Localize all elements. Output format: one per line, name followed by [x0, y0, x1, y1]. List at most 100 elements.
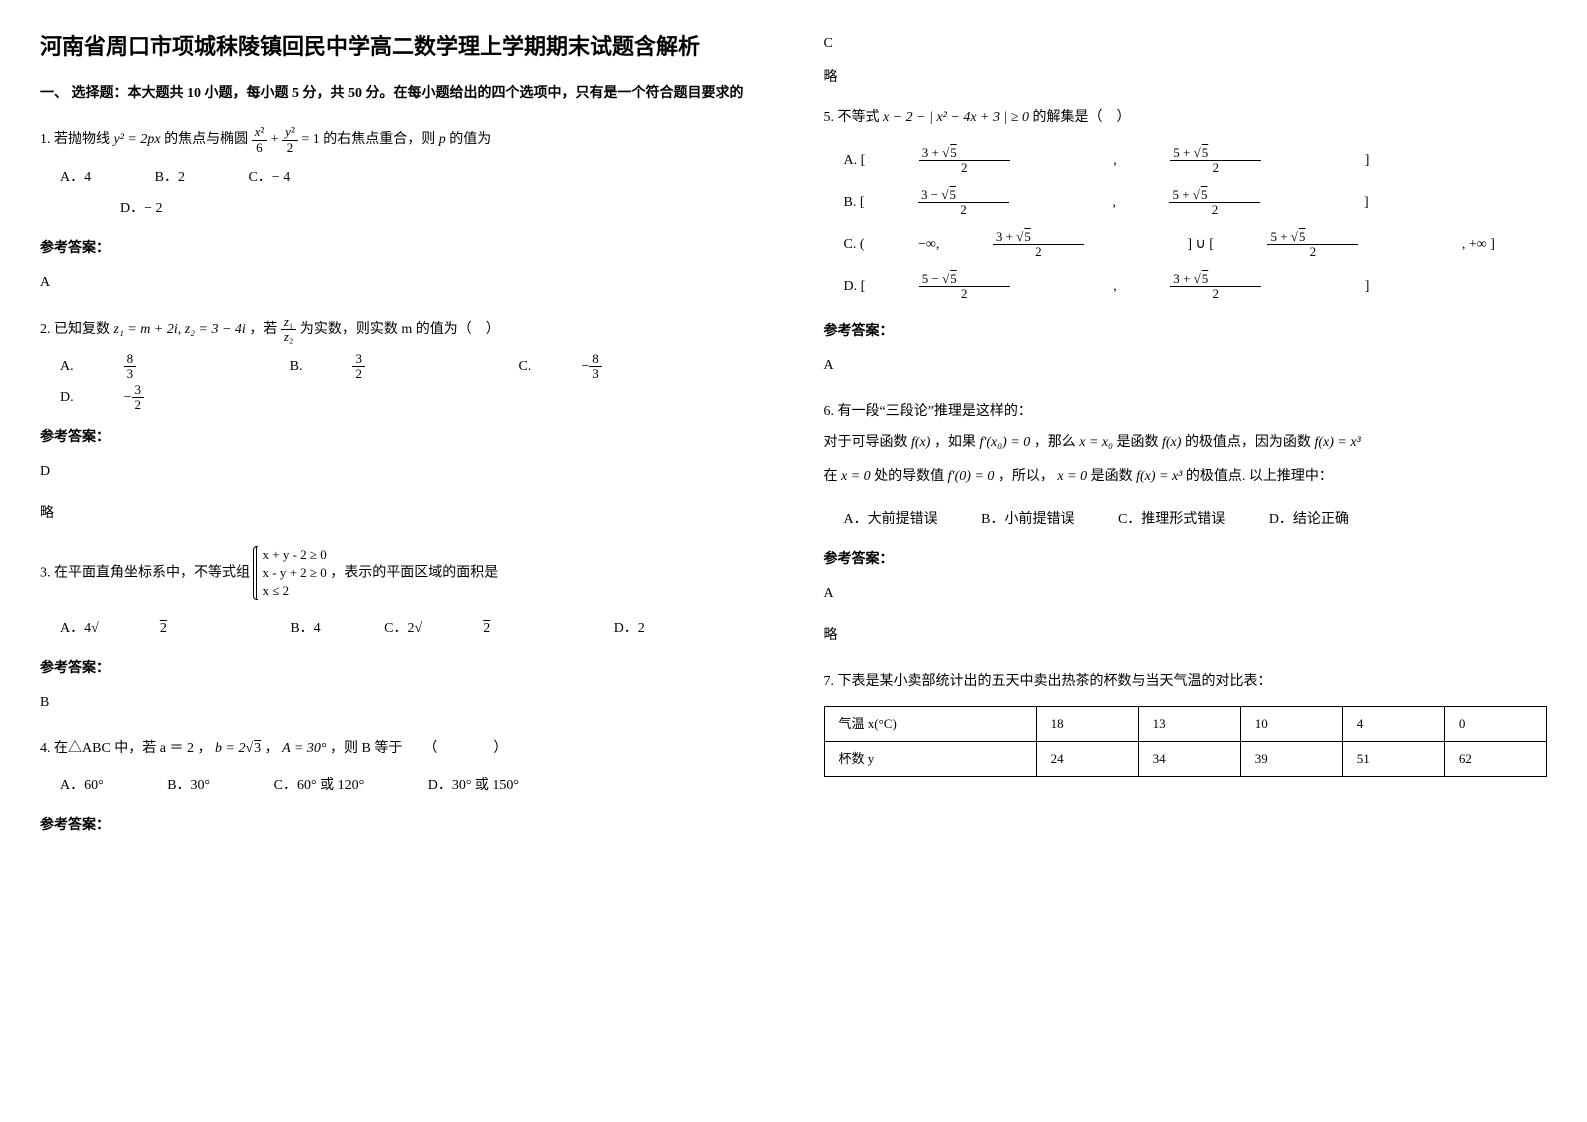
- q6-ans: A: [824, 580, 1548, 608]
- q1-frac2: y²2: [282, 125, 298, 155]
- question-3: 3. 在平面直角坐标系中，不等式组 x + y - 2 ≥ 0 x - y + …: [40, 546, 764, 717]
- q6-stem1: 6. 有一段“三段论”推理是这样的：: [824, 398, 1548, 426]
- question-2: 2. 已知复数 z₁ = m + 2i, z₂ = 3 − 4i ，若 z₁z₂…: [40, 315, 764, 528]
- q7-r2h: 杯数 y: [824, 741, 1036, 776]
- q3-l2: x - y + 2 ≥ 0: [263, 565, 327, 580]
- table-row: 气温 x(°C) 18 13 10 4 0: [824, 706, 1547, 741]
- q7-r1-4: 0: [1444, 706, 1546, 741]
- q5-stem-b: 的解集是（ ）: [1033, 110, 1131, 125]
- page-title: 河南省周口市项城秣陵镇回民中学高二数学理上学期期末试题含解析: [40, 30, 764, 63]
- q1-options: A．4 B．2 C．− 4 D．− 2: [60, 163, 764, 225]
- q6-s2d: 是函数: [1117, 435, 1163, 450]
- q5-ans-label: 参考答案：: [824, 318, 1548, 346]
- q2-ans: D: [40, 458, 764, 486]
- q6-s2b: ，如果: [934, 435, 980, 450]
- q2-frac: z₁z₂: [281, 315, 297, 345]
- q7-table: 气温 x(°C) 18 13 10 4 0 杯数 y 24 34 39 51 6…: [824, 706, 1548, 777]
- q4-optD: D．30° 或 150°: [428, 771, 519, 802]
- q3-stem-b: ，表示的平面区域的面积是: [330, 565, 498, 580]
- q5-optD: D. [ 5 − √52 , 3 + √52 ]: [844, 266, 1548, 308]
- q1-eq1: y² = 2px: [114, 132, 161, 147]
- q6-s2a: 对于可导函数: [824, 435, 912, 450]
- q2-ans-label: 参考答案：: [40, 424, 764, 452]
- q7-r2-3: 51: [1342, 741, 1444, 776]
- q1-ans-label: 参考答案：: [40, 235, 764, 263]
- q5-ans: A: [824, 352, 1548, 380]
- q4-omit: 略: [824, 66, 1548, 86]
- question-6: 6. 有一段“三段论”推理是这样的： 对于可导函数 f(x) ，如果 f′(x₀…: [824, 398, 1548, 650]
- q1-p: p: [439, 132, 446, 147]
- q6-s3c: ，所以，: [998, 469, 1058, 484]
- q7-r1-3: 4: [1342, 706, 1444, 741]
- q6-optA: A．大前提错误: [844, 505, 938, 536]
- q5-stem-a: 5. 不等式: [824, 110, 884, 125]
- q6-s3d: 是函数: [1091, 469, 1137, 484]
- q6-fx3: f(x) = x³: [1314, 435, 1360, 450]
- q7-r1-0: 18: [1036, 706, 1138, 741]
- question-5: 5. 不等式 x − 2 − | x² − 4x + 3 | ≥ 0 的解集是（…: [824, 104, 1548, 380]
- question-4: 4. 在△ABC 中，若 a ＝ 2 ， b = 2√3 ， A = 30° ，…: [40, 735, 764, 840]
- q3-l1: x + y - 2 ≥ 0: [263, 547, 327, 562]
- q4-ans: C: [824, 36, 1548, 52]
- q5-options: A. [ 3 + √52 , 5 + √52 ] B. [ 3 − √52 , …: [844, 140, 1548, 308]
- q6-s3a: 在: [824, 469, 842, 484]
- q4-stem-a: 4. 在△ABC 中，若 a ＝ 2 ，: [40, 741, 212, 756]
- q6-ans-label: 参考答案：: [824, 546, 1548, 574]
- q2-omit: 略: [40, 500, 764, 528]
- q6-optD: D．结论正确: [1269, 505, 1349, 536]
- q2-optD: D. −32: [60, 383, 244, 414]
- q5-optA: A. [ 3 + √52 , 5 + √52 ]: [844, 140, 1548, 182]
- q4-optA: A．60°: [60, 771, 104, 802]
- q2-stem-c: 为实数，则实数 m 的值为（ ）: [300, 322, 500, 337]
- q6-x0: x = 0: [841, 469, 871, 484]
- q3-brace: x + y - 2 ≥ 0 x - y + 2 ≥ 0 x ≤ 2: [256, 546, 327, 601]
- q1-stem-a: 1. 若抛物线: [40, 132, 114, 147]
- q2-options: A. 83 B. 32 C. −83 D. −32: [60, 352, 764, 414]
- q2-stem-a: 2. 已知复数: [40, 322, 114, 337]
- q3-ans-label: 参考答案：: [40, 655, 764, 683]
- q6-omit: 略: [824, 622, 1548, 650]
- section-intro: 一、 选择题：本大题共 10 小题，每小题 5 分，共 50 分。在每小题给出的…: [40, 83, 764, 105]
- q5-eq: x − 2 − | x² − 4x + 3 | ≥ 0: [883, 110, 1029, 125]
- q3-stem-a: 3. 在平面直角坐标系中，不等式组: [40, 565, 254, 580]
- q6-fx2: f(x): [1162, 435, 1181, 450]
- q6-fx3b: f(x) = x³: [1136, 469, 1182, 484]
- q6-xx0: x = x₀: [1079, 435, 1113, 450]
- q3-optA: A．4√2: [60, 614, 227, 645]
- q4-optB: B．30°: [167, 771, 210, 802]
- q7-r2-2: 39: [1240, 741, 1342, 776]
- q6-x0b: x = 0: [1057, 469, 1087, 484]
- q3-ans: B: [40, 689, 764, 717]
- q6-fx: f(x): [911, 435, 930, 450]
- q7-r1-2: 10: [1240, 706, 1342, 741]
- q7-r1h: 气温 x(°C): [824, 706, 1036, 741]
- q4-comma: ，: [265, 741, 279, 756]
- q1-ans: A: [40, 269, 764, 297]
- q3-optD: D．2: [614, 614, 645, 645]
- q3-optB: B．4: [290, 614, 320, 645]
- q7-r1-1: 13: [1138, 706, 1240, 741]
- q2-stem-b: ，若: [249, 322, 281, 337]
- question-7: 7. 下表是某小卖部统计出的五天中卖出热茶的杯数与当天气温的对比表： 气温 x(…: [824, 668, 1548, 777]
- q6-optB: B．小前提错误: [981, 505, 1074, 536]
- q2-eq1: z₁ = m + 2i, z₂ = 3 − 4i: [114, 322, 246, 337]
- table-row: 杯数 y 24 34 39 51 62: [824, 741, 1547, 776]
- question-1: 1. 若抛物线 y² = 2px 的焦点与椭圆 x²6 + y²2 = 1 的右…: [40, 125, 764, 296]
- q6-s3b: 处的导数值: [874, 469, 948, 484]
- q6-options: A．大前提错误 B．小前提错误 C．推理形式错误 D．结论正确: [844, 505, 1548, 536]
- q1-stem-b: 的焦点与椭圆: [164, 132, 252, 147]
- q5-optC: C. ( −∞, 3 + √52 ] ∪ [ 5 + √52 , +∞ ]: [844, 224, 1548, 266]
- q3-optC: C．2√2: [384, 614, 550, 645]
- q7-r2-1: 34: [1138, 741, 1240, 776]
- q1-optB: B．2: [155, 163, 185, 194]
- q7-stem: 7. 下表是某小卖部统计出的五天中卖出热茶的杯数与当天气温的对比表：: [824, 668, 1548, 696]
- q6-optC: C．推理形式错误: [1118, 505, 1225, 536]
- q6-s2c: ，那么: [1034, 435, 1080, 450]
- q4-ans-label: 参考答案：: [40, 812, 764, 840]
- q1-stem-d: 的值为: [449, 132, 491, 147]
- q2-optA: A. 83: [60, 352, 236, 383]
- q4-stem-b: ，则 B 等于 （ ）: [330, 741, 507, 756]
- q6-fp0: f′(0) = 0: [948, 469, 995, 484]
- q7-r2-0: 24: [1036, 741, 1138, 776]
- q1-optD: D．− 2: [120, 194, 163, 225]
